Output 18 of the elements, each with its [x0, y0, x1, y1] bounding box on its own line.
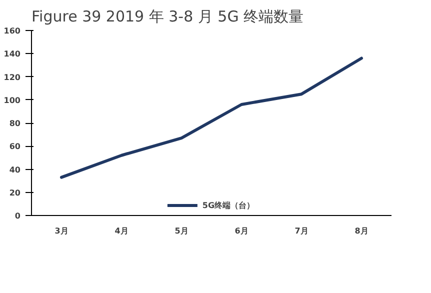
- line-series: [60, 56, 363, 179]
- y-tick-label: 0: [14, 212, 21, 220]
- y-tick-label: 40: [9, 165, 21, 174]
- y-tick-label: 20: [9, 188, 21, 198]
- x-tick-label: 7月: [294, 226, 308, 236]
- legend-label: 5G终端（台）: [202, 200, 255, 210]
- y-tick-label: 100: [4, 96, 21, 105]
- y-tick-label: 80: [9, 119, 21, 128]
- x-tick-label: 4月: [114, 226, 128, 236]
- x-tick-label: 8月: [354, 226, 368, 236]
- y-tick-label: 160: [4, 26, 21, 36]
- x-tick-label: 3月: [54, 226, 68, 236]
- y-tick-label: 140: [4, 50, 21, 59]
- chart-title: Figure 39 2019 年 3-8 月 5G 终端数量: [32, 8, 304, 26]
- y-tick-label: 60: [9, 142, 21, 152]
- y-tick-label: 120: [4, 72, 21, 82]
- x-tick-label: 6月: [234, 226, 248, 236]
- x-tick-label: 5月: [174, 226, 188, 236]
